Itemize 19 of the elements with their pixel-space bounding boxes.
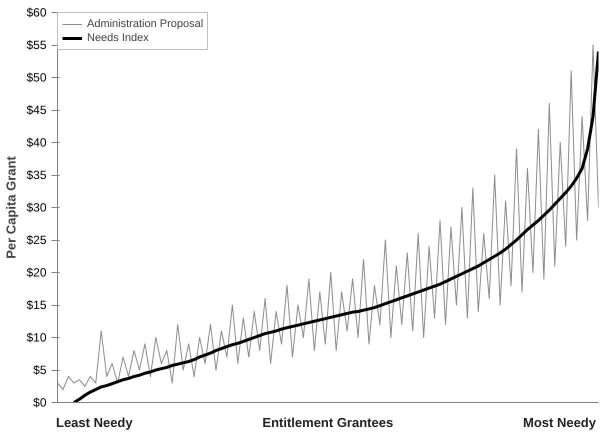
text: Least Needy — [56, 414, 133, 432]
y-tick-label: $55 — [26, 38, 47, 52]
text: Most Needy — [523, 414, 596, 432]
y-tick-label: $0 — [33, 396, 47, 410]
y-tick-label: $60 — [26, 6, 47, 20]
y-tick-label: $45 — [26, 103, 47, 117]
y-tick-label: $40 — [26, 136, 47, 150]
y-axis-title: Per Capita Grant — [3, 156, 18, 259]
y-tick-label: $15 — [26, 298, 47, 312]
y-tick-label: $50 — [26, 70, 47, 84]
y-tick-label: $20 — [26, 266, 47, 280]
legend-label: Needs Index — [87, 31, 149, 45]
y-tick-label: $10 — [26, 330, 47, 344]
x-axis-title: Entitlement Grantees — [262, 414, 394, 432]
y-tick-label: $35 — [26, 168, 47, 182]
y-tick-label: $5 — [33, 363, 47, 377]
y-tick-label: $25 — [26, 233, 47, 247]
y-tick-label: $30 — [26, 200, 47, 214]
legend-label: Administration Proposal — [87, 17, 204, 31]
